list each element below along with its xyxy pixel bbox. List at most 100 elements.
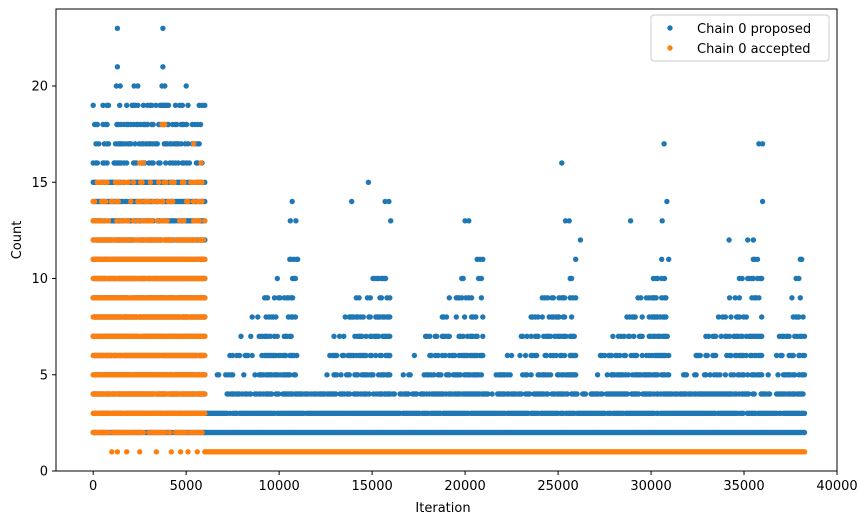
x-tick-label: 30000 — [630, 479, 671, 494]
proposed-point — [114, 25, 121, 31]
proposed-point — [104, 121, 110, 128]
proposed-point — [800, 391, 806, 397]
x-tick-label: 15000 — [351, 479, 392, 494]
proposed-point — [434, 333, 440, 339]
proposed-point — [547, 372, 554, 378]
proposed-point — [759, 352, 765, 359]
proposed-point — [273, 314, 279, 320]
proposed-point — [489, 391, 495, 397]
proposed-point — [561, 314, 568, 320]
proposed-point — [90, 102, 96, 109]
proposed-point — [664, 198, 670, 205]
proposed-point — [427, 333, 433, 339]
accepted-point — [164, 218, 170, 224]
proposed-point — [100, 102, 106, 109]
proposed-point — [363, 333, 369, 339]
proposed-point — [661, 275, 668, 282]
proposed-point — [165, 102, 172, 109]
accepted-point — [190, 198, 197, 205]
proposed-point — [407, 372, 413, 378]
accepted-point — [130, 218, 137, 224]
accepted-point — [163, 429, 169, 436]
proposed-point — [387, 372, 393, 378]
accepted-point — [137, 449, 143, 455]
proposed-point — [534, 352, 540, 359]
proposed-point — [666, 352, 672, 359]
proposed-point — [627, 333, 633, 339]
proposed-point — [654, 372, 661, 378]
proposed-point — [391, 391, 398, 397]
proposed-point — [740, 410, 746, 416]
proposed-point — [162, 83, 168, 89]
proposed-point — [369, 352, 375, 359]
proposed-point — [627, 218, 634, 224]
y-tick-label: 15 — [31, 176, 48, 191]
accepted-point — [202, 256, 208, 262]
proposed-point — [196, 141, 202, 147]
proposed-point — [517, 352, 523, 359]
accepted-point — [146, 198, 152, 205]
accepted-point — [147, 179, 154, 185]
proposed-point — [378, 352, 385, 359]
proposed-point — [342, 314, 348, 320]
accepted-point — [170, 237, 176, 243]
proposed-point — [105, 102, 112, 109]
proposed-point — [186, 160, 193, 166]
proposed-point — [336, 333, 343, 339]
proposed-point — [428, 352, 434, 359]
proposed-point — [370, 372, 376, 378]
accepted-point — [125, 179, 131, 185]
legend-marker-proposed — [667, 25, 673, 31]
proposed-point — [331, 333, 337, 339]
proposed-point — [789, 391, 796, 397]
proposed-point — [462, 218, 468, 224]
proposed-point — [507, 372, 513, 378]
proposed-point — [269, 391, 275, 397]
x-tick-label: 20000 — [444, 479, 485, 494]
legend-label-accepted: Chain 0 accepted — [697, 42, 811, 57]
plot-frame — [55, 8, 838, 472]
proposed-point — [728, 314, 734, 320]
proposed-point — [165, 121, 172, 128]
proposed-point — [663, 295, 669, 301]
proposed-point — [736, 314, 743, 320]
y-tick-label: 20 — [31, 80, 48, 95]
accepted-point — [801, 449, 808, 455]
proposed-point — [132, 141, 138, 147]
proposed-point — [697, 352, 703, 359]
proposed-point — [750, 275, 756, 282]
proposed-point — [693, 372, 699, 378]
proposed-point — [545, 295, 551, 301]
proposed-point — [150, 160, 156, 166]
proposed-point — [561, 352, 568, 359]
proposed-point — [236, 352, 243, 359]
proposed-point — [527, 391, 533, 397]
proposed-point — [722, 372, 729, 378]
proposed-point — [274, 333, 280, 339]
proposed-point — [524, 372, 530, 378]
proposed-point — [349, 198, 355, 205]
accepted-point — [128, 198, 134, 205]
proposed-point — [801, 352, 808, 359]
proposed-point — [726, 295, 733, 301]
proposed-point — [480, 352, 486, 359]
proposed-point — [528, 333, 534, 339]
x-tick-label: 25000 — [537, 479, 578, 494]
proposed-point — [664, 333, 670, 339]
x-tick-label: 0 — [89, 479, 97, 494]
proposed-point — [405, 391, 412, 397]
proposed-point — [750, 237, 756, 243]
proposed-point — [333, 391, 339, 397]
proposed-point — [341, 333, 347, 339]
accepted-point — [199, 198, 205, 205]
proposed-point — [113, 83, 120, 89]
proposed-point — [631, 333, 637, 339]
proposed-point — [135, 83, 141, 89]
proposed-point — [571, 333, 577, 339]
proposed-point — [796, 314, 802, 320]
proposed-point — [245, 352, 251, 359]
proposed-point — [360, 314, 366, 320]
proposed-point — [756, 141, 762, 147]
proposed-point — [745, 237, 751, 243]
proposed-point — [561, 295, 568, 301]
